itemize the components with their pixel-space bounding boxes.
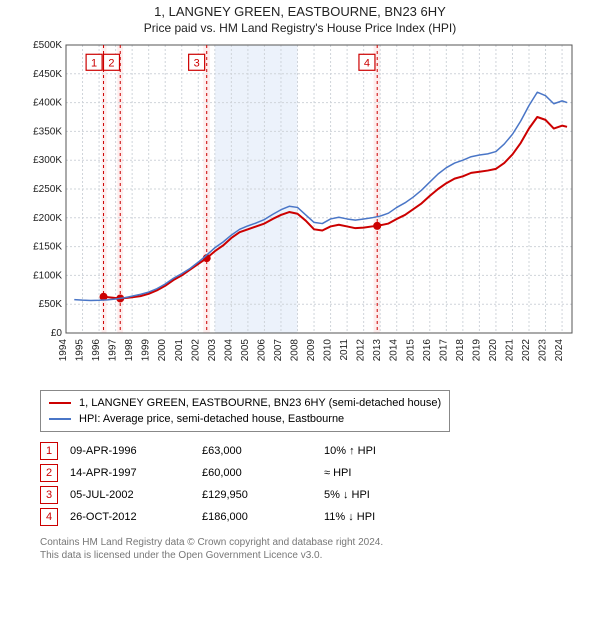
title-block: 1, LANGNEY GREEN, EASTBOURNE, BN23 6HY P… xyxy=(0,0,600,35)
title-subtitle: Price paid vs. HM Land Registry's House … xyxy=(0,21,600,35)
event-marker-3: 3 xyxy=(194,57,200,69)
x-tick-label: 2002 xyxy=(190,339,201,362)
x-tick-label: 1996 xyxy=(91,339,102,362)
event-marker-2: 2 xyxy=(108,57,114,69)
event-marker-4: 4 xyxy=(364,57,370,69)
event-diff: ≈ HPI xyxy=(324,467,444,479)
x-tick-label: 2003 xyxy=(207,339,218,362)
chart-area: £0 £50K £100K £150K £200K £250K £300K £350K £400… xyxy=(20,39,580,384)
event-diff: 5% ↓ HPI xyxy=(324,489,444,501)
event-price: £129,950 xyxy=(202,489,312,501)
x-tick-label: 1998 xyxy=(124,339,135,362)
event-row: 4 26-OCT-2012 £186,000 11% ↓ HPI xyxy=(40,506,580,528)
y-tick-label: £400K xyxy=(33,98,62,109)
x-tick-label: 2006 xyxy=(256,339,267,362)
x-tick-label: 1999 xyxy=(141,339,152,362)
event-price: £60,000 xyxy=(202,467,312,479)
event-price: £63,000 xyxy=(202,445,312,457)
y-tick-label: £0 xyxy=(51,328,63,339)
event-marker-cell: 3 xyxy=(40,486,58,504)
legend: 1, LANGNEY GREEN, EASTBOURNE, BN23 6HY (… xyxy=(40,390,450,432)
x-tick-label: 2004 xyxy=(223,339,234,362)
event-price: £186,000 xyxy=(202,511,312,523)
legend-label: HPI: Average price, semi-detached house,… xyxy=(79,413,344,425)
attribution: Contains HM Land Registry data © Crown c… xyxy=(40,536,580,562)
event-marker-cell: 4 xyxy=(40,508,58,526)
x-tick-label: 2022 xyxy=(521,339,532,362)
y-tick-label: £300K xyxy=(33,155,62,166)
y-tick-label: £350K xyxy=(33,126,62,137)
x-tick-label: 2023 xyxy=(538,339,549,362)
legend-swatch xyxy=(49,418,71,420)
event-row: 2 14-APR-1997 £60,000 ≈ HPI xyxy=(40,462,580,484)
events-table: 1 09-APR-1996 £63,000 10% ↑ HPI 2 14-APR-1997… xyxy=(40,440,580,528)
x-tick-label: 2017 xyxy=(438,339,449,362)
event-row: 1 09-APR-1996 £63,000 10% ↑ HPI xyxy=(40,440,580,462)
x-tick-label: 2008 xyxy=(290,339,301,362)
x-tick-label: 2015 xyxy=(405,339,416,362)
event-row: 3 05-JUL-2002 £129,950 5% ↓ HPI xyxy=(40,484,580,506)
x-tick-label: 2011 xyxy=(339,339,350,361)
x-tick-label: 2019 xyxy=(471,339,482,362)
legend-swatch xyxy=(49,402,71,404)
event-diff: 11% ↓ HPI xyxy=(324,511,444,523)
x-tick-label: 2005 xyxy=(240,339,251,362)
legend-row: 1, LANGNEY GREEN, EASTBOURNE, BN23 6HY (… xyxy=(49,395,441,411)
event-date: 26-OCT-2012 xyxy=(70,511,190,523)
event-marker-1: 1 xyxy=(91,57,97,69)
x-tick-label: 2013 xyxy=(372,339,383,362)
y-tick-label: £50K xyxy=(39,299,63,310)
x-tick-label: 1994 xyxy=(58,339,69,362)
x-tick-label: 2009 xyxy=(306,339,317,362)
x-tick-label: 2024 xyxy=(554,339,565,362)
x-tick-label: 2016 xyxy=(422,339,433,362)
y-tick-label: £250K xyxy=(33,184,62,195)
event-marker-cell: 2 xyxy=(40,464,58,482)
event-marker-cell: 1 xyxy=(40,442,58,460)
x-tick-label: 1997 xyxy=(108,339,119,362)
y-tick-label: £500K xyxy=(33,40,62,51)
x-tick-label: 2010 xyxy=(323,339,334,362)
x-tick-label: 2012 xyxy=(356,339,367,362)
x-tick-label: 2014 xyxy=(389,339,400,362)
x-tick-label: 2021 xyxy=(504,339,515,362)
price-chart: £0 £50K £100K £150K £200K £250K £300K £350K £400… xyxy=(20,39,580,379)
event-diff: 10% ↑ HPI xyxy=(324,445,444,457)
x-tick-label: 2000 xyxy=(157,339,168,362)
event-date: 14-APR-1997 xyxy=(70,467,190,479)
legend-label: 1, LANGNEY GREEN, EASTBOURNE, BN23 6HY (… xyxy=(79,397,441,409)
title-address: 1, LANGNEY GREEN, EASTBOURNE, BN23 6HY xyxy=(0,4,600,19)
y-tick-label: £100K xyxy=(33,270,62,281)
y-tick-label: £150K xyxy=(33,242,62,253)
x-tick-label: 2007 xyxy=(273,339,284,362)
chart-card: 1, LANGNEY GREEN, EASTBOURNE, BN23 6HY P… xyxy=(0,0,600,562)
x-tick-label: 2001 xyxy=(174,339,185,362)
attribution-line1: Contains HM Land Registry data © Crown c… xyxy=(40,536,580,549)
y-tick-label: £200K xyxy=(33,213,62,224)
event-date: 05-JUL-2002 xyxy=(70,489,190,501)
x-tick-label: 2020 xyxy=(488,339,499,362)
y-tick-label: £450K xyxy=(33,69,62,80)
x-tick-label: 2018 xyxy=(455,339,466,362)
attribution-line2: This data is licensed under the Open Gov… xyxy=(40,549,580,562)
x-tick-label: 1995 xyxy=(75,339,86,362)
event-date: 09-APR-1996 xyxy=(70,445,190,457)
legend-row: HPI: Average price, semi-detached house,… xyxy=(49,411,441,427)
